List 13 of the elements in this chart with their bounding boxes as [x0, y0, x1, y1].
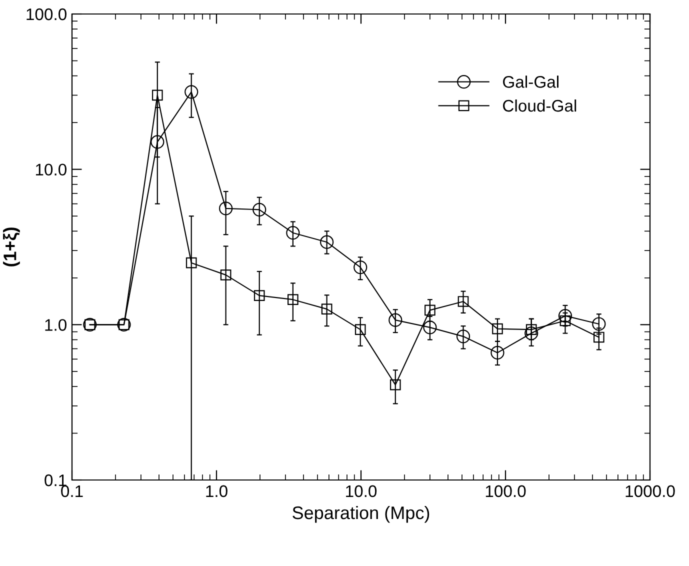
- legend-label: Gal-Gal: [503, 76, 558, 88]
- legend-label: Cloud-Gal: [503, 99, 576, 112]
- x-tick-label: 100.0: [486, 485, 526, 498]
- y-axis-title: (1+ξ): [3, 228, 20, 266]
- y-tick-label: 0.1: [44, 474, 66, 486]
- x-tick-label: 1000.0: [626, 485, 675, 498]
- y-tick-label: 100.0: [26, 8, 66, 20]
- y-tick-label: 10.0: [36, 164, 66, 176]
- x-tick-label: 0.1: [61, 485, 83, 498]
- x-axis-title: Separation (Mpc): [292, 506, 430, 523]
- x-tick-label: 10.0: [346, 485, 377, 498]
- x-tick-label: 1.0: [206, 485, 228, 498]
- y-tick-label: 1.0: [45, 319, 66, 331]
